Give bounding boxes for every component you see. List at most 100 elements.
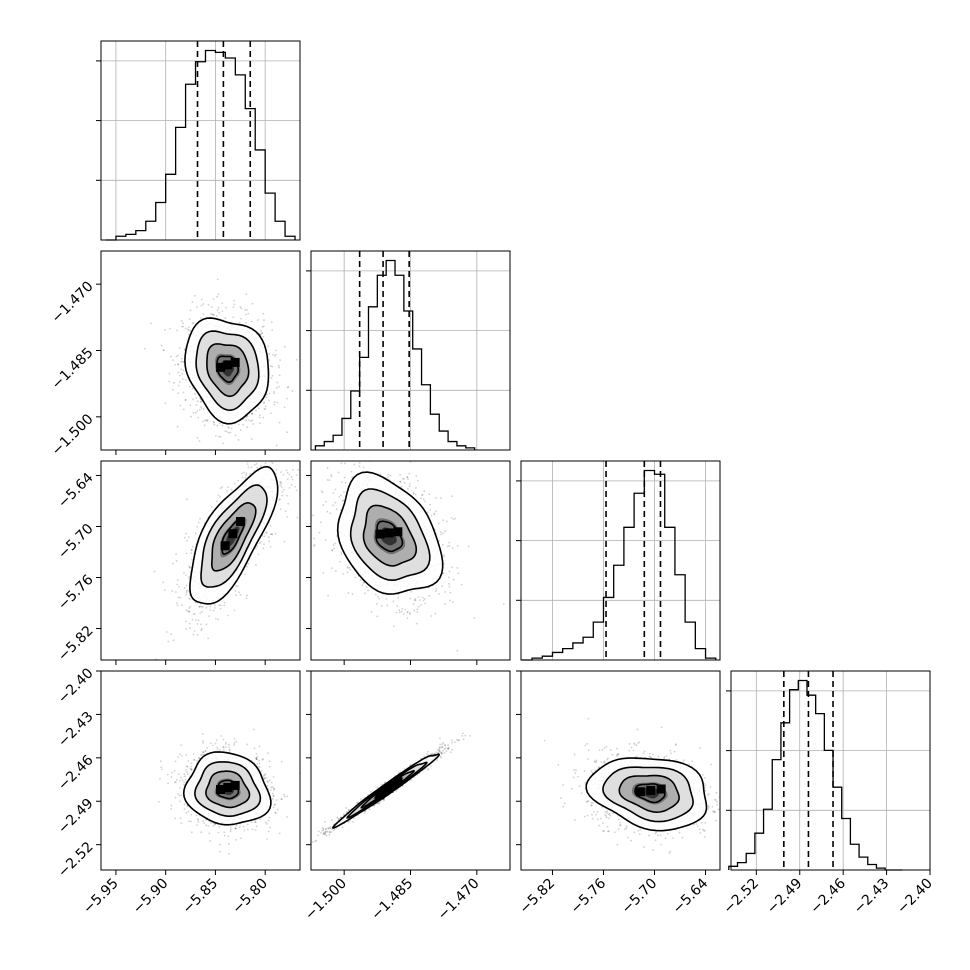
scatter-point [197,416,200,419]
scatter-point [190,415,192,418]
scatter-point [362,466,365,469]
scatter-point [227,426,229,428]
scatter-point [211,306,213,308]
scatter-point [259,422,261,425]
scatter-point [191,301,194,303]
scatter-point [268,427,270,429]
scatter-point [255,462,258,465]
scatter-point [263,319,265,321]
scatter-point [430,514,433,517]
scatter-point [180,319,183,322]
scatter-point [177,384,180,387]
scatter-point [443,554,445,556]
scatter-point [204,453,206,455]
scatter-point [398,609,401,612]
scatter-point [194,619,197,622]
scatter-point [153,570,156,573]
scatter-point [179,800,181,803]
scatter-point [198,408,201,411]
pair-panel-0-3 [96,670,301,875]
scatter-point [443,562,445,565]
scatter-point [287,385,290,388]
scatter-point [262,312,265,315]
scatter-point [251,302,254,305]
scatter-point [264,408,267,410]
scatter-point [343,476,346,479]
scatter-point [337,471,340,474]
scatter-point [181,378,184,380]
scatter-point [286,795,289,798]
scatter-point [449,591,452,594]
scatter-point [268,392,271,395]
scatter-point [340,551,343,554]
scatter-point [335,508,338,511]
scatter-point [233,299,235,302]
scatter-point [271,374,274,377]
scatter-point [329,512,332,515]
scatter-point [408,472,411,475]
hist-panel-0 [96,40,301,241]
scatter-point [234,827,237,830]
scatter-point [202,751,205,753]
scatter-point [227,746,230,748]
scatter-point [165,631,168,633]
scatter-point [450,517,453,519]
scatter-point [448,545,451,548]
scatter-point [442,572,445,575]
scatter-point [185,584,188,587]
scatter-point [210,312,212,315]
scatter-point [176,329,178,332]
scatter-point [233,609,236,612]
scatter-point [234,434,237,437]
scatter-point [203,419,206,422]
scatter-point [377,455,379,457]
scatter-point [406,476,408,478]
scatter-point [193,294,196,297]
scatter-point [348,437,350,439]
scatter-point [256,756,259,759]
scatter-point [338,496,341,498]
scatter-point [225,306,227,309]
scatter-point [438,593,441,595]
scatter-point [220,735,222,737]
scatter-point [467,545,470,548]
scatter-point [188,318,191,321]
scatter-point [199,605,202,608]
scatter-point [245,472,248,475]
scatter-point [270,377,273,379]
scatter-point [275,386,278,389]
scatter-point [392,456,394,458]
scatter-point [258,766,261,768]
scatter-point [235,838,237,841]
scatter-point [259,818,262,821]
scatter-point [222,738,225,741]
scatter-point [297,469,299,471]
scatter-point [188,610,191,613]
scatter-point [272,795,275,798]
scatter-point [192,322,195,324]
pair-panel-0-1 [96,250,301,455]
scatter-point [450,495,453,498]
scatter-point [238,591,241,594]
scatter-point [221,302,224,305]
scatter-point [188,326,190,329]
scatter-point [192,753,195,755]
scatter-point [184,769,187,771]
scatter-point [195,396,197,399]
scatter-point [177,596,180,599]
scatter-point [267,830,270,833]
scatter-point [180,755,183,757]
scatter-point [286,516,289,519]
contour-line-2 [195,330,260,412]
scatter-point [160,344,163,347]
scatter-point [261,758,264,761]
scatter-point [274,452,276,454]
scatter-point [173,769,176,772]
scatter-point [372,447,374,449]
scatter-point [193,613,196,615]
scatter-point [216,748,219,751]
scatter-point [270,321,273,324]
scatter-point [444,530,447,533]
scatter-point [444,590,446,593]
